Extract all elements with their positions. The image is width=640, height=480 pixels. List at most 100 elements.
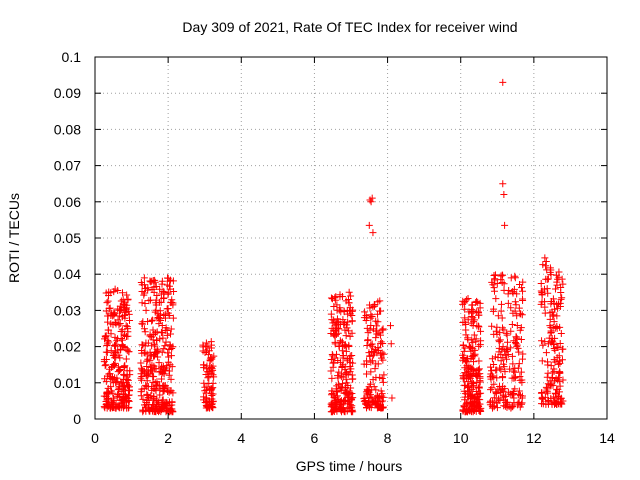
data-point: [364, 390, 372, 398]
data-point: [121, 314, 129, 322]
data-point: [488, 278, 496, 286]
data-point: [327, 294, 335, 302]
data-point: [559, 345, 567, 353]
data-point: [460, 347, 468, 355]
data-point: [209, 384, 217, 392]
data-point: [166, 408, 174, 416]
data-point: [366, 352, 374, 360]
data-point: [469, 408, 477, 416]
data-point: [377, 404, 385, 412]
data-point: [545, 397, 553, 405]
data-point: [116, 319, 124, 327]
data-point: [557, 330, 565, 338]
data-point: [124, 391, 132, 399]
data-point: [168, 363, 176, 371]
data-point: [515, 304, 523, 312]
data-point: [334, 374, 342, 382]
data-point: [120, 364, 128, 372]
data-point: [143, 357, 151, 365]
data-point: [339, 316, 347, 324]
data-point: [493, 323, 501, 331]
data-point: [464, 316, 472, 324]
data-point: [110, 394, 118, 402]
data-point: [499, 373, 507, 381]
data-point: [460, 353, 468, 361]
data-point: [107, 404, 115, 412]
data-point: [470, 318, 478, 326]
data-point: [510, 374, 518, 382]
data-point: [147, 366, 155, 374]
data-point: [374, 400, 382, 408]
data-point: [461, 393, 469, 401]
data-point: [500, 360, 508, 368]
data-point: [146, 277, 154, 285]
data-point: [475, 370, 483, 378]
data-point: [377, 349, 385, 357]
data-point: [494, 312, 502, 320]
data-point: [102, 332, 110, 340]
data-point: [207, 390, 215, 398]
data-point: [122, 322, 130, 330]
data-point: [161, 310, 169, 318]
data-point: [139, 395, 147, 403]
data-point: [123, 301, 131, 309]
data-point: [163, 305, 171, 313]
data-point: [162, 338, 170, 346]
data-point: [150, 385, 158, 393]
data-point: [504, 398, 512, 406]
data-point: [333, 388, 341, 396]
data-point: [146, 407, 154, 415]
data-point: [513, 322, 521, 330]
data-point: [137, 374, 145, 382]
data-point: [123, 404, 131, 412]
y-tick-label: 0.02: [54, 339, 81, 355]
data-point: [515, 360, 523, 368]
data-point: [137, 359, 145, 367]
data-point: [537, 389, 545, 397]
data-point: [363, 324, 371, 332]
data-point: [474, 309, 482, 317]
data-point: [137, 278, 145, 286]
data-point: [551, 285, 559, 293]
data-point: [500, 393, 508, 401]
data-point: [327, 355, 335, 363]
data-point: [507, 327, 515, 335]
data-point: [551, 346, 559, 354]
data-point: [468, 385, 476, 393]
data-point: [373, 330, 381, 338]
data-point: [116, 354, 124, 362]
data-point: [556, 339, 564, 347]
data-point: [328, 408, 336, 416]
data-point: [104, 297, 112, 305]
data-point: [103, 348, 111, 356]
data-point: [516, 310, 524, 318]
data-point: [344, 318, 352, 326]
data-point: [111, 359, 119, 367]
data-point: [374, 318, 382, 326]
data-point: [115, 367, 123, 374]
data-point: [341, 363, 349, 371]
data-point: [556, 378, 564, 386]
data-point: [333, 306, 341, 314]
data-point: [123, 323, 131, 331]
data-point: [387, 340, 395, 348]
data-point: [206, 365, 214, 373]
data-point: [206, 357, 214, 365]
data-point: [552, 390, 560, 398]
data-point: [331, 338, 339, 346]
data-point: [370, 383, 378, 391]
data-point: [152, 385, 160, 393]
data-point: [368, 313, 376, 321]
data-point: [364, 329, 372, 337]
data-point: [503, 355, 511, 363]
data-point: [491, 271, 499, 279]
data-point: [167, 330, 175, 338]
data-point: [115, 312, 123, 320]
data-point: [341, 389, 349, 397]
data-point: [505, 286, 513, 294]
data-point: [554, 275, 562, 283]
data-point: [361, 308, 369, 316]
data-point: [548, 374, 556, 382]
data-point: [514, 364, 522, 372]
